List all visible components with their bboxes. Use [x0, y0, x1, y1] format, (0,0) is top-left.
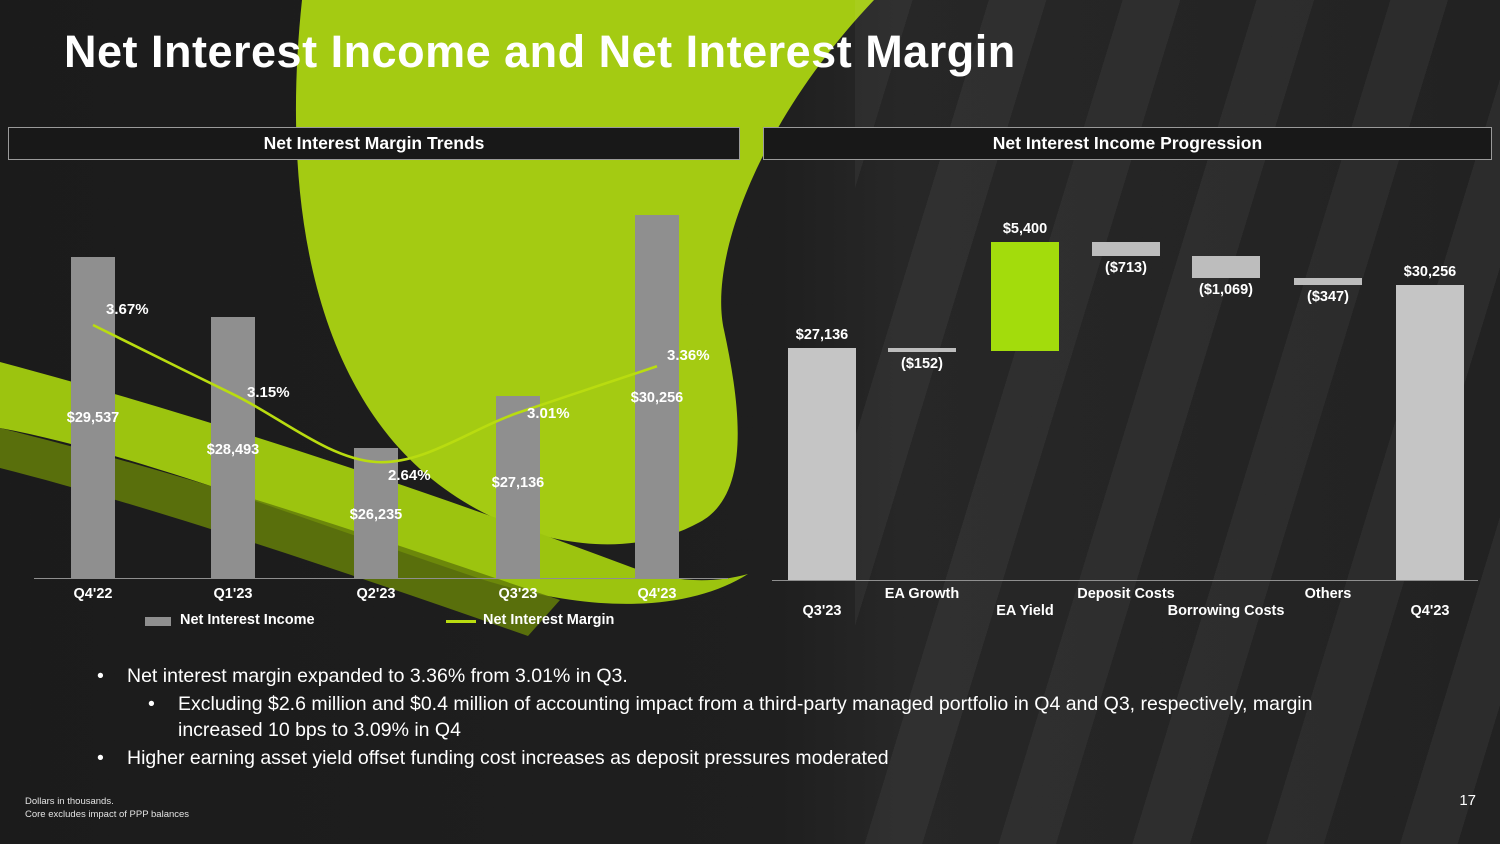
footnote-line: Core excludes impact of PPP balances [25, 809, 190, 820]
left-chart-title: Net Interest Margin Trends [263, 133, 485, 153]
footnotes: Dollars in thousands. Core excludes impa… [25, 795, 189, 821]
bar-value-label: ($152) [901, 355, 943, 372]
legend-bar-swatch [145, 617, 171, 626]
bullet-item: Net interest margin expanded to 3.36% fr… [95, 663, 1415, 690]
footnote-line: Dollars in thousands. [25, 796, 114, 807]
bullet-text: Excluding $2.6 million and $0.4 million … [178, 692, 1313, 742]
right-chart-header: Net Interest Income Progression [763, 127, 1492, 160]
right-chart-title: Net Interest Income Progression [992, 133, 1263, 153]
bar-value-label: ($1,069) [1198, 281, 1253, 298]
waterfall-bar [1294, 277, 1362, 285]
waterfall-bar [1396, 284, 1464, 580]
x-axis-label: Q1'23 [213, 586, 253, 602]
olive-band-shape [0, 428, 560, 636]
x-axis-label: Borrowing Costs [1167, 603, 1285, 619]
bar-value-label: $29,537 [66, 410, 120, 426]
waterfall-bar [788, 347, 856, 580]
x-axis-label: Q4'22 [73, 586, 113, 602]
x-axis-label: Q2'23 [356, 586, 396, 602]
bar-value-label: $27,136 [795, 326, 849, 343]
bar-value-label: $30,256 [1403, 263, 1457, 280]
margin-percent-label: 3.15% [247, 384, 290, 401]
bar-value-label: ($713) [1105, 260, 1147, 277]
x-axis-label: Q3'23 [802, 603, 842, 619]
x-axis-label: Deposit Costs [1077, 586, 1175, 602]
bar-value-label: $26,235 [349, 507, 403, 523]
bullet-item: Higher earning asset yield offset fundin… [95, 745, 1415, 772]
x-axis-label: Others [1304, 586, 1352, 602]
margin-percent-label: 3.01% [527, 405, 570, 422]
x-axis-line [772, 580, 1478, 581]
bar-value-label: $27,136 [491, 475, 545, 491]
bar-value-label: $5,400 [1002, 220, 1048, 237]
legend-line-swatch [446, 620, 476, 623]
page-number: 17 [1459, 792, 1476, 809]
margin-percent-label: 3.36% [667, 347, 710, 364]
legend-label: Net Interest Income [180, 612, 315, 628]
bar-value-label: ($347) [1307, 288, 1349, 305]
x-axis-label: Q4'23 [637, 586, 677, 602]
waterfall-bar [991, 241, 1059, 352]
left-chart-header: Net Interest Margin Trends [8, 127, 740, 160]
x-axis-label: EA Yield [996, 603, 1054, 619]
bullet-list: Net interest margin expanded to 3.36% fr… [95, 663, 1415, 772]
legend-label: Net Interest Margin [483, 612, 615, 628]
waterfall-bar [888, 347, 956, 352]
waterfall-bar [1092, 241, 1160, 257]
x-axis-label: EA Growth [884, 586, 960, 602]
x-axis-label: Q3'23 [498, 586, 538, 602]
bullet-text: Net interest margin expanded to 3.36% fr… [127, 665, 628, 687]
waterfall-bar [1192, 256, 1260, 278]
bar-value-label: $28,493 [206, 442, 260, 458]
bar-value-label: $30,256 [630, 390, 684, 406]
margin-percent-label: 2.64% [388, 467, 431, 484]
slide-title: Net Interest Income and Net Interest Mar… [64, 26, 1016, 77]
bullet-text: Higher earning asset yield offset fundin… [127, 746, 889, 769]
nim-trends-bar [354, 448, 398, 578]
x-axis-line [34, 578, 728, 579]
x-axis-label: Q4'23 [1410, 603, 1450, 619]
margin-percent-label: 3.67% [106, 301, 149, 318]
bullet-subitem: Excluding $2.6 million and $0.4 million … [145, 691, 1385, 744]
